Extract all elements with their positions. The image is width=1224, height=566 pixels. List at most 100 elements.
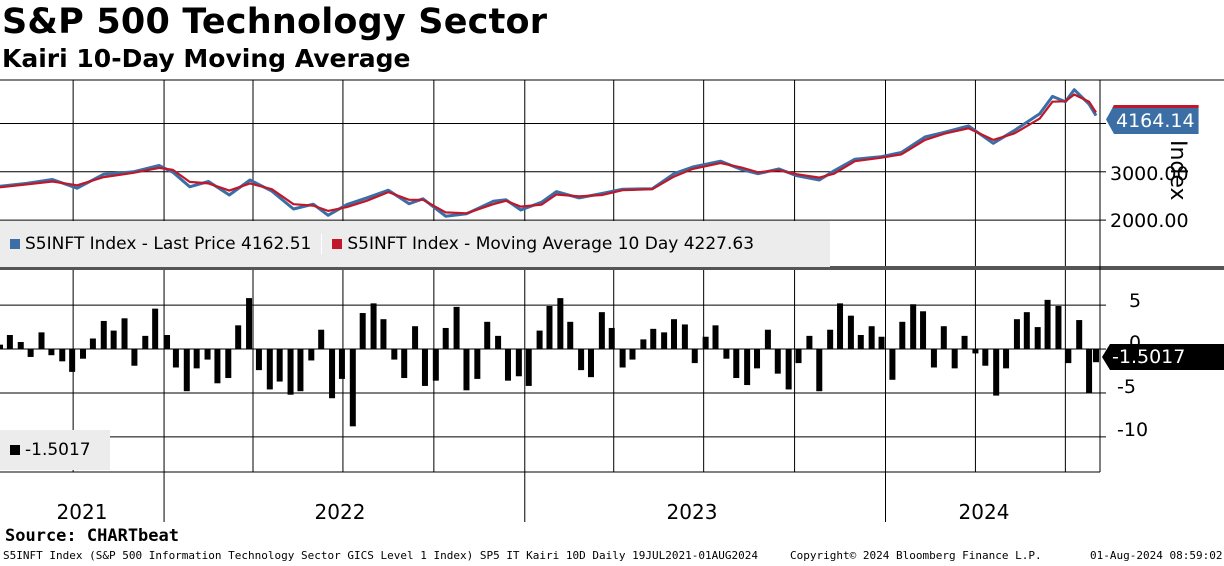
kairi-bar — [432, 349, 439, 381]
kairi-bar — [401, 349, 408, 379]
kairi-bar — [329, 349, 336, 399]
kairi-bar — [806, 335, 813, 350]
kairi-bar — [764, 329, 771, 350]
kairi-bar — [878, 336, 885, 350]
kairi-bar — [453, 306, 460, 350]
kairi-bar — [27, 349, 34, 357]
kairi-bar — [650, 328, 657, 350]
y-axis-title: Index — [1165, 140, 1190, 201]
footer-timestamp: 01-Aug-2024 08:59:02 — [1090, 549, 1223, 562]
kairi-bar — [484, 321, 491, 350]
legend-item-last-price: S5INFT Index - Last Price 4162.51 — [0, 234, 321, 254]
kairi-bar — [982, 349, 989, 366]
kairi-bar — [255, 349, 262, 371]
kairi-bar — [629, 349, 636, 360]
kairi-bar — [164, 334, 171, 350]
kairi-bar — [691, 349, 698, 364]
kairi-bar — [951, 349, 958, 369]
kairi-bar — [1003, 349, 1010, 369]
kairi-bar — [214, 349, 221, 384]
price-legend: S5INFT Index - Last Price 4162.51 S5INFT… — [0, 221, 830, 267]
legend-label-last-price: S5INFT Index - Last Price 4162.51 — [25, 234, 312, 254]
ytick-lower-neg10: -10 — [1117, 419, 1149, 441]
kairi-bar — [837, 303, 844, 350]
kairi-bar — [1076, 320, 1083, 350]
kairi-bar — [100, 320, 107, 350]
kairi-bar — [370, 303, 377, 350]
kairi-legend: -1.5017 — [0, 430, 110, 470]
kairi-bar — [536, 330, 543, 350]
kairi-bar — [525, 349, 532, 386]
kairi-bar — [608, 327, 615, 350]
ytick-lower-neg5: -5 — [1117, 376, 1136, 398]
kairi-bar — [857, 334, 864, 350]
chart-subtitle: Kairi 10-Day Moving Average — [2, 44, 411, 73]
kairi-bar — [972, 349, 979, 354]
xtick-year-2021: 2021 — [56, 500, 108, 524]
legend-swatch-kairi — [10, 445, 20, 455]
panel-separator — [0, 266, 1224, 270]
kairi-bar — [598, 312, 605, 350]
kairi-bar — [69, 349, 76, 372]
kairi-bar — [225, 349, 232, 379]
panel-frames — [0, 79, 1224, 522]
kairi-bar — [287, 349, 294, 395]
kairi-bar — [515, 349, 522, 377]
chart-title: S&P 500 Technology Sector — [2, 2, 548, 42]
kairi-bar — [297, 349, 304, 392]
last-price-tag: 4164.14 — [1106, 105, 1199, 134]
kairi-bar — [619, 349, 626, 368]
kairi-bar — [827, 329, 834, 350]
kairi-bar — [847, 315, 854, 350]
kairi-bar — [899, 321, 906, 350]
ytick-lower-5: 5 — [1129, 290, 1142, 312]
kairi-bar — [816, 349, 823, 392]
kairi-bar — [235, 325, 242, 350]
kairi-bar — [671, 319, 678, 350]
kairi-bar — [59, 349, 66, 362]
kairi-bar — [0, 344, 3, 350]
kairi-bar — [754, 349, 761, 369]
xtick-year-2024: 2024 — [958, 500, 1010, 524]
kairi-bar — [1055, 306, 1062, 350]
kairi-bar — [80, 349, 87, 359]
kairi-bar — [349, 349, 356, 427]
kairi-bar — [795, 349, 802, 364]
kairi-bar — [587, 349, 594, 378]
legend-item-moving-average: S5INFT Index - Moving Average 10 Day 422… — [321, 234, 764, 254]
kairi-bar — [578, 349, 585, 371]
legend-label-moving-average: S5INFT Index - Moving Average 10 Day 422… — [347, 234, 755, 254]
kairi-bar — [121, 318, 128, 350]
gridlines — [0, 80, 1100, 472]
kairi-bar — [1086, 349, 1093, 393]
kairi-bar — [17, 342, 24, 350]
kairi-bar — [1044, 299, 1051, 350]
kairi-bar — [920, 311, 927, 350]
moving-average-line — [0, 93, 1097, 215]
kairi-bar — [661, 332, 668, 350]
kairi-bar — [712, 325, 719, 350]
kairi-bar — [442, 327, 449, 350]
kairi-bar — [495, 335, 502, 350]
kairi-bar — [1013, 319, 1020, 350]
ytick-upper-2000: 2000.00 — [1110, 210, 1189, 232]
kairi-bar — [889, 349, 896, 380]
kairi-bar — [359, 313, 366, 350]
kairi-bar — [961, 335, 968, 350]
kairi-bar — [1034, 327, 1041, 350]
kairi-bar — [463, 349, 470, 391]
kairi-bar — [546, 306, 553, 350]
legend-label-kairi: -1.5017 — [25, 440, 91, 460]
kairi-panel — [0, 298, 1099, 427]
kairi-bar — [183, 349, 190, 392]
kairi-bar — [744, 349, 751, 386]
kairi-bar — [504, 349, 511, 381]
xtick-year-2022: 2022 — [314, 500, 366, 524]
kairi-bar — [266, 349, 273, 390]
kairi-bar — [910, 304, 917, 350]
source-note: Source: CHARTbeat — [5, 526, 179, 546]
kairi-bar — [774, 349, 781, 374]
kairi-bar — [6, 334, 13, 350]
kairi-bar — [640, 339, 647, 350]
